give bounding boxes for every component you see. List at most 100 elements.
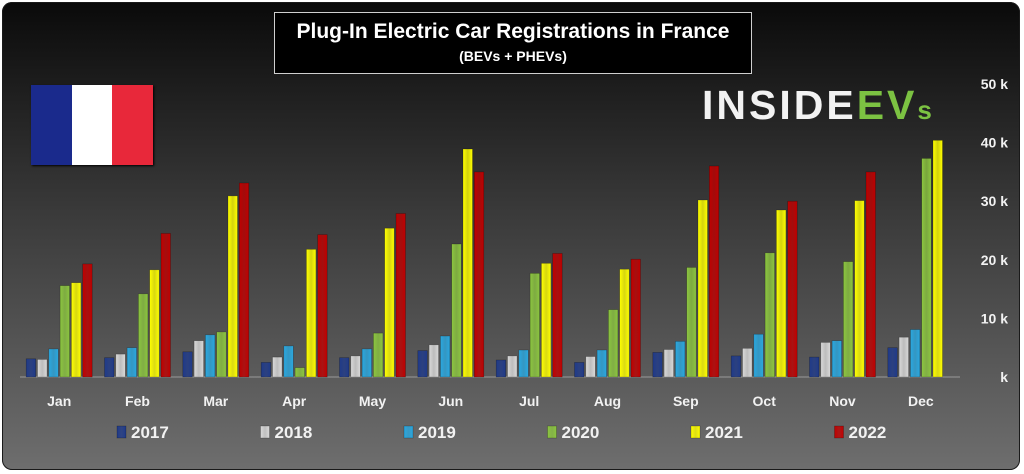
bar-2018-oct <box>742 347 753 378</box>
bar-2019-jan <box>48 348 59 378</box>
legend-label-2021: 2021 <box>705 423 743 442</box>
legend-swatch-2018 <box>260 425 270 439</box>
bar-2022-may <box>395 213 406 378</box>
bar-2022-feb <box>160 233 171 378</box>
bar-2022-sep <box>708 165 720 378</box>
bar-2017-dec <box>887 347 898 378</box>
bar-2020-may <box>373 332 384 378</box>
bar-2017-may <box>339 357 350 378</box>
bar-2017-mar <box>182 351 193 378</box>
bar-2021-nov <box>854 200 865 378</box>
bar-2020-jun <box>451 243 462 378</box>
bar-2021-feb <box>149 269 160 378</box>
chart-title-box: Plug-In Electric Car Registrations in Fr… <box>274 12 752 74</box>
legend-swatch-2020 <box>547 425 557 439</box>
flag-stripe-red <box>112 85 154 165</box>
bar-2022-mar <box>239 182 250 378</box>
bar-2021-jan <box>71 282 82 378</box>
bar-2021-jun <box>462 148 473 378</box>
bar-2019-mar <box>205 334 216 378</box>
legend-swatch-2021 <box>690 425 701 439</box>
flag-stripe-blue <box>31 85 72 165</box>
bar-2021-mar <box>227 195 238 378</box>
bar-2020-jan <box>59 285 70 378</box>
bar-2017-nov <box>809 356 820 378</box>
bar-2022-jul <box>552 253 563 378</box>
legend-label-2020: 2020 <box>562 423 600 442</box>
bar-2022-jan <box>82 263 93 378</box>
y-tick-label: 20 k <box>981 252 1008 268</box>
bar-2020-jul <box>529 272 540 378</box>
x-tick-label: Jan <box>47 393 71 409</box>
bar-2019-oct <box>753 333 764 378</box>
y-tick-label: k <box>1000 369 1008 385</box>
bar-2018-mar <box>193 340 204 378</box>
bar-2020-oct <box>764 252 775 378</box>
flag-stripe-white <box>71 85 113 165</box>
x-tick-label: Sep <box>673 393 699 409</box>
bar-2020-dec <box>921 158 932 378</box>
legend-swatch-2017 <box>116 425 127 439</box>
bar-2018-sep <box>663 349 674 378</box>
france-flag-image <box>31 85 154 165</box>
bar-2017-jul <box>495 359 507 378</box>
x-tick-label: Apr <box>282 393 307 409</box>
x-tick-label: Dec <box>908 393 934 409</box>
bar-2021-apr <box>306 249 317 378</box>
bar-2017-apr <box>260 362 272 378</box>
x-tick-label: Feb <box>125 393 150 409</box>
logo-text-inside: INSIDE <box>702 82 857 128</box>
bar-2020-mar <box>216 331 227 378</box>
bar-2019-may <box>361 348 372 378</box>
y-tick-label: 50 k <box>981 76 1008 92</box>
bar-2022-nov <box>865 171 876 378</box>
bar-2018-nov <box>820 342 831 378</box>
x-tick-label: Jul <box>519 393 539 409</box>
legend-label-2017: 2017 <box>131 423 169 442</box>
chart-subtitle: (BEVs + PHEVs) <box>459 48 567 64</box>
bar-2017-sep <box>652 352 663 378</box>
bar-2018-feb <box>115 353 126 378</box>
bar-2021-oct <box>776 209 787 378</box>
bar-2021-may <box>384 227 395 378</box>
legend-label-2019: 2019 <box>418 423 456 442</box>
bar-2018-dec <box>898 336 909 378</box>
bar-2020-feb <box>138 293 149 378</box>
bar-2017-jan <box>25 358 37 378</box>
legend-swatch-2022 <box>834 425 844 439</box>
logo-text-s: s <box>917 95 932 125</box>
bar-2022-apr <box>317 234 328 378</box>
insideevs-logo: INSIDEEVs <box>702 80 932 130</box>
bar-2021-dec <box>932 140 943 378</box>
chart-title: Plug-In Electric Car Registrations in Fr… <box>296 20 730 43</box>
bar-2021-aug <box>619 268 630 378</box>
y-tick-label: 30 k <box>981 193 1008 209</box>
bar-2018-jan <box>37 359 48 378</box>
x-tick-label: May <box>359 393 386 409</box>
bar-2019-feb <box>126 347 137 378</box>
bar-2017-jun <box>417 350 428 378</box>
bar-2019-apr <box>283 345 294 378</box>
bar-2017-feb <box>104 357 115 378</box>
bar-2019-jul <box>518 349 529 378</box>
bar-2018-may <box>350 355 361 378</box>
logo-text-ev: EV <box>856 82 918 128</box>
bar-2020-nov <box>843 261 854 378</box>
legend-label-2022: 2022 <box>849 423 887 442</box>
bar-2022-jun <box>473 171 485 378</box>
bar-2022-aug <box>630 258 641 378</box>
bar-2018-jul <box>507 355 518 378</box>
x-tick-label: Jun <box>438 393 463 409</box>
bar-2017-aug <box>574 362 585 378</box>
bar-2019-dec <box>910 329 921 378</box>
bar-2020-sep <box>686 267 697 378</box>
x-tick-label: Oct <box>753 393 777 409</box>
y-tick-label: 10 k <box>981 310 1008 326</box>
bar-2017-oct <box>730 355 742 378</box>
bar-2020-apr <box>294 367 305 378</box>
bar-2021-jul <box>541 262 552 378</box>
y-tick-label: 40 k <box>981 135 1008 151</box>
bar-2019-aug <box>596 349 607 378</box>
